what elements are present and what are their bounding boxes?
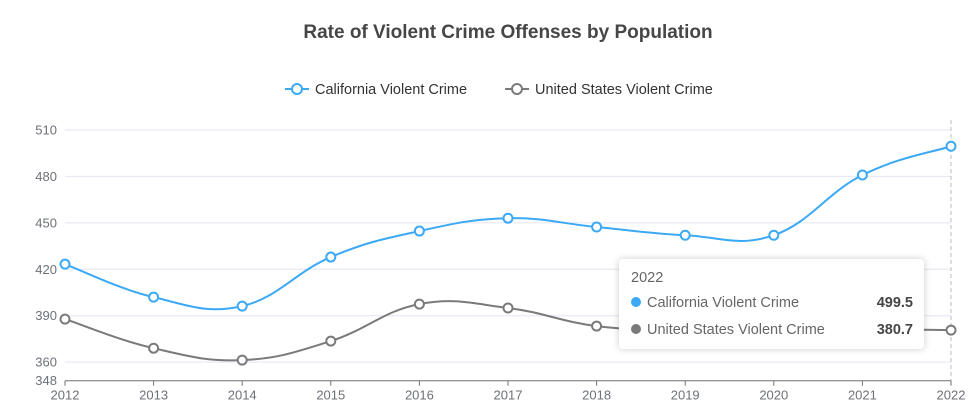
y-tick-label: 420 [35, 262, 57, 277]
x-tick-label: 2016 [405, 388, 434, 403]
legend-label: United States Violent Crime [535, 82, 713, 98]
data-point [768, 229, 780, 241]
tooltip-label: United States Violent Crime [647, 322, 825, 338]
tooltip-label: California Violent Crime [647, 295, 800, 311]
data-point [236, 354, 248, 366]
y-tick-label: 348 [35, 373, 57, 388]
data-point [856, 169, 868, 181]
legend-item[interactable]: California Violent Crime [285, 82, 467, 98]
data-point [502, 302, 514, 314]
y-tick-label: 390 [35, 308, 57, 323]
x-tick-label: 2018 [582, 388, 611, 403]
chart-title: Rate of Violent Crime Offenses by Popula… [303, 22, 713, 43]
x-tick-label: 2021 [848, 388, 877, 403]
x-tick-label: 2015 [316, 388, 345, 403]
tooltip-value: 380.7 [876, 322, 913, 338]
series-dot-icon [631, 297, 641, 307]
x-tick-label: 2013 [139, 388, 168, 403]
y-tick-label: 360 [35, 355, 57, 370]
tooltip-row: California Violent Crime 499.5 [631, 295, 913, 311]
tooltip-row: United States Violent Crime 380.7 [631, 322, 913, 338]
tooltip: 2022 California Violent Crime 499.5 Unit… [619, 259, 924, 349]
data-point [325, 251, 337, 263]
legend-marker-icon [291, 83, 303, 95]
data-point [148, 291, 160, 303]
series-dot-icon [631, 324, 641, 334]
data-point [945, 140, 957, 152]
data-point [679, 229, 691, 241]
data-point [413, 298, 425, 310]
data-point [945, 324, 957, 336]
y-tick-label: 510 [35, 123, 57, 138]
tooltip-header: 2022 [631, 270, 664, 286]
legend-label: California Violent Crime [315, 82, 467, 98]
tooltip-value: 499.5 [876, 295, 913, 311]
data-point [413, 225, 425, 237]
data-point [502, 212, 514, 224]
y-tick-label: 480 [35, 169, 57, 184]
data-point [148, 342, 160, 354]
x-tick-label: 2022 [937, 388, 966, 403]
x-tick-label: 2019 [671, 388, 700, 403]
data-point [59, 313, 71, 325]
x-tick-label: 2020 [759, 388, 788, 403]
data-point [591, 221, 603, 233]
x-tick-label: 2014 [228, 388, 257, 403]
data-point [59, 258, 71, 270]
legend-item[interactable]: United States Violent Crime [505, 82, 713, 98]
data-point [325, 335, 337, 347]
x-tick-label: 2017 [494, 388, 523, 403]
x-tick-label: 2012 [51, 388, 80, 403]
y-tick-label: 450 [35, 215, 57, 230]
legend-marker-icon [511, 83, 523, 95]
data-point [591, 320, 603, 332]
data-point [236, 300, 248, 312]
